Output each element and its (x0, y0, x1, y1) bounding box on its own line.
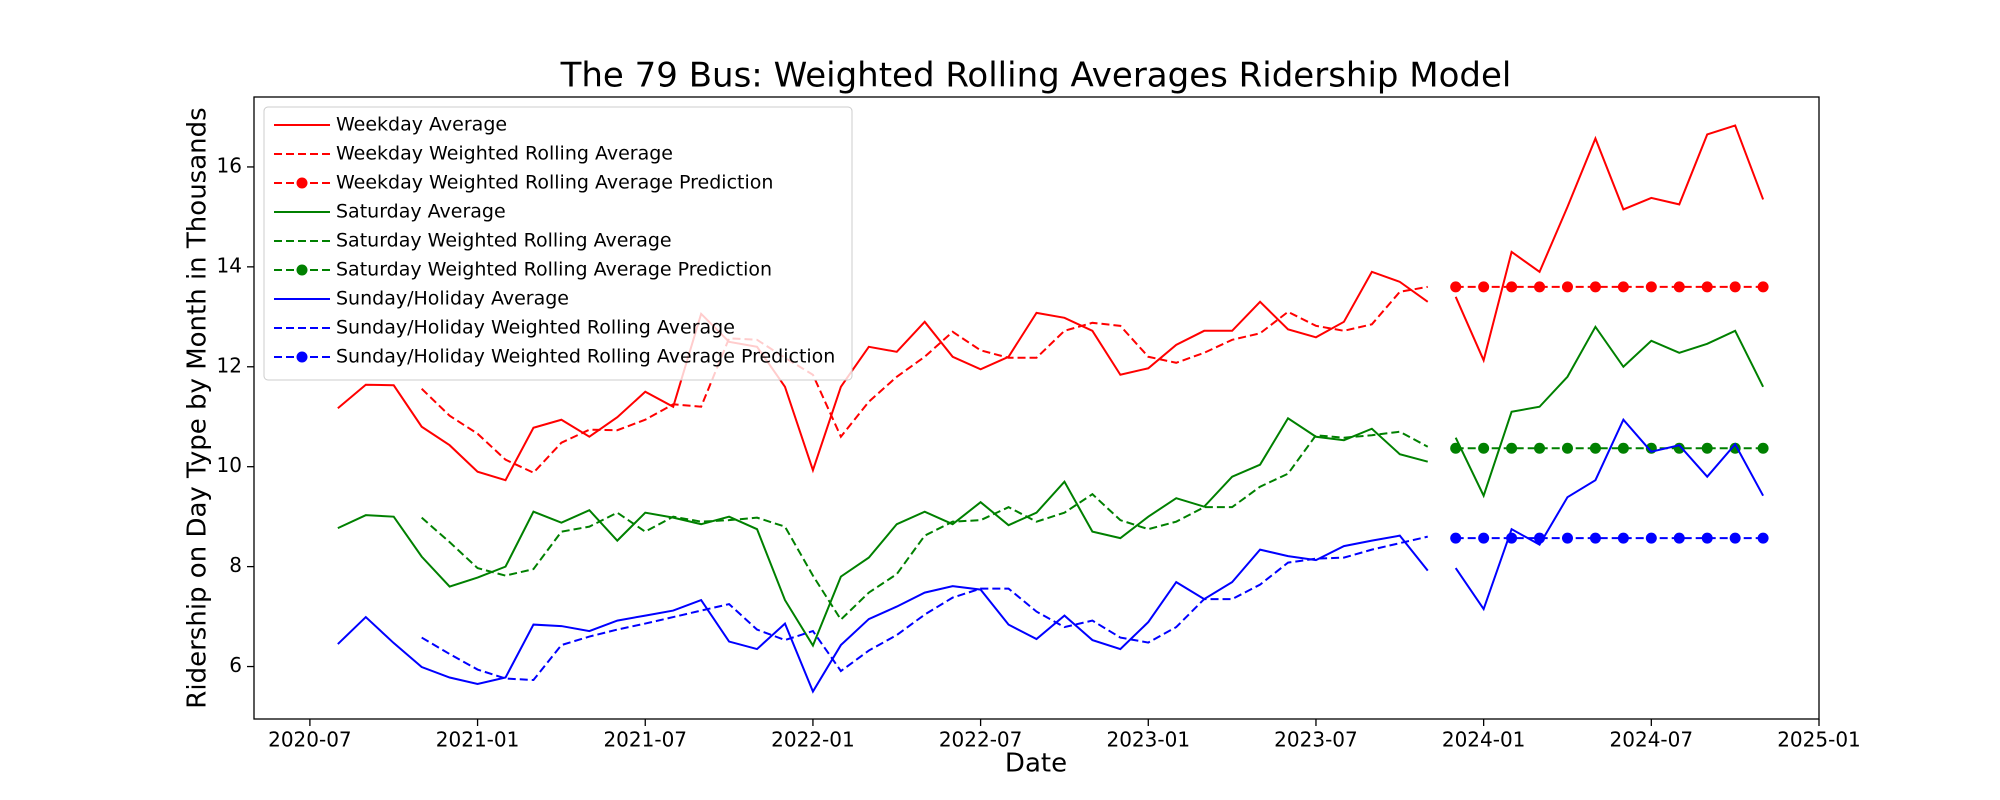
x-tick-label: 2024-07 (1610, 728, 1694, 752)
x-axis-label: Date (1005, 749, 1067, 779)
legend-label: Sunday/Holiday Weighted Rolling Average … (336, 346, 835, 368)
data-point (1729, 532, 1741, 544)
data-point (1645, 532, 1657, 544)
legend-label: Saturday Average (336, 201, 506, 223)
legend-marker (296, 351, 308, 363)
data-point (1757, 532, 1769, 544)
data-point (1506, 442, 1518, 454)
legend-marker (296, 177, 308, 189)
legend-label: Sunday/Holiday Weighted Rolling Average (336, 317, 735, 339)
data-point (1729, 281, 1741, 293)
data-point (1673, 532, 1685, 544)
legend-box (263, 106, 853, 381)
data-point (1506, 532, 1518, 544)
legend-label: Weekday Weighted Rolling Average Predict… (336, 172, 773, 194)
series-line (421, 430, 1429, 622)
axes-frame (253, 96, 1820, 720)
legend-label: Weekday Average (336, 114, 507, 136)
data-point (1450, 442, 1462, 454)
x-tick-label: 2024-01 (1442, 728, 1526, 752)
y-tick-label: 16 (217, 153, 242, 177)
plot-area: 6 8 10 12 14 16 2020-07 2021-01 2021-07 2022-01 20… (217, 124, 1861, 752)
x-tick-label: 2022-01 (771, 728, 855, 752)
data-point (1450, 281, 1462, 293)
x-tick-label: 2021-07 (603, 728, 687, 752)
legend-marker (296, 264, 308, 276)
y-tick-label: 6 (229, 653, 242, 677)
y-tick-label: 10 (217, 453, 242, 477)
legend: Weekday Average Weekday Weighted Rolling … (263, 106, 853, 381)
data-point (1589, 442, 1601, 454)
data-point (1561, 281, 1573, 293)
x-tick-label: 2023-07 (1274, 728, 1358, 752)
legend-label: Saturday Weighted Rolling Average Predic… (336, 259, 772, 281)
data-point (1701, 281, 1713, 293)
y-tick-label: 14 (217, 253, 242, 277)
data-point (1450, 532, 1462, 544)
y-axis-label: Ridership on Day Type by Month in Thousa… (183, 107, 213, 708)
data-point (1561, 442, 1573, 454)
y-tick-label: 8 (229, 553, 242, 577)
data-point (1617, 281, 1629, 293)
data-point (1701, 442, 1713, 454)
x-tick-label: 2020-07 (268, 728, 352, 752)
data-point (1478, 442, 1490, 454)
data-point (1757, 442, 1769, 454)
x-tick-label: 2023-01 (1106, 728, 1190, 752)
data-point (1589, 532, 1601, 544)
y-tick-label: 12 (217, 353, 242, 377)
series-line (421, 535, 1428, 682)
legend-label: Saturday Weighted Rolling Average (336, 230, 672, 252)
data-point (1617, 442, 1629, 454)
x-tick-label: 2025-01 (1777, 728, 1861, 752)
data-point (1589, 281, 1601, 293)
legend-label: Sunday/Holiday Average (336, 288, 569, 310)
data-point (1617, 532, 1629, 544)
data-point (1757, 281, 1769, 293)
x-tick-label: 2021-01 (436, 728, 520, 752)
data-point (1561, 532, 1573, 544)
data-point (1701, 532, 1713, 544)
data-point (1534, 442, 1546, 454)
data-point (1673, 281, 1685, 293)
data-point (1534, 281, 1546, 293)
series-line (337, 324, 1765, 648)
series-line (337, 124, 1765, 482)
chart-title: The 79 Bus: Weighted Rolling Averages Ri… (560, 56, 1512, 96)
legend-label: Weekday Weighted Rolling Average (336, 143, 673, 165)
data-point (1534, 532, 1546, 544)
data-point (1478, 281, 1490, 293)
x-tick-label: 2022-07 (939, 728, 1023, 752)
series-line (337, 417, 1764, 694)
data-point (1478, 532, 1490, 544)
data-point (1506, 281, 1518, 293)
data-point (1645, 281, 1657, 293)
